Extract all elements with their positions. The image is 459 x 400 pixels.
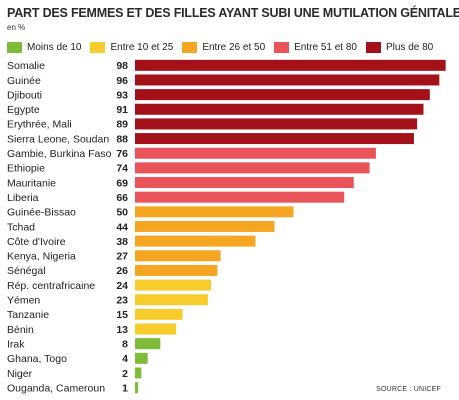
- bar: [135, 220, 275, 232]
- bar: [135, 206, 294, 218]
- bar: [135, 103, 424, 115]
- value-label: 66: [116, 192, 128, 204]
- bar: [135, 235, 256, 247]
- value-label: 23: [116, 295, 128, 307]
- value-label: 13: [116, 324, 128, 336]
- bar: [135, 294, 208, 306]
- legend-item: Entre 26 et 50: [182, 41, 266, 53]
- legend-label: Moins de 10: [27, 41, 82, 53]
- legend-label: Entre 10 et 25: [110, 41, 174, 53]
- value-label: 98: [116, 60, 128, 72]
- legend-label: Plus de 80: [385, 41, 434, 53]
- value-label: 4: [122, 353, 128, 365]
- legend-swatch: [90, 41, 106, 53]
- category-label: Tanzanie: [7, 309, 49, 321]
- category-label: Somalie: [7, 60, 45, 72]
- category-label: Sénégal: [7, 265, 46, 277]
- category-label: Rép. centrafricaine: [7, 280, 95, 292]
- source-note: SOURCE : UNICEF: [376, 386, 441, 393]
- bar: [135, 133, 414, 145]
- legend-swatch: [365, 41, 381, 53]
- bar: [135, 89, 430, 101]
- bar: [135, 118, 418, 130]
- category-label: Ghana, Togo: [7, 353, 67, 365]
- legend-item: Entre 10 et 25: [90, 41, 174, 53]
- bar: [135, 279, 212, 291]
- legend-item: Plus de 80: [365, 41, 434, 53]
- value-label: 50: [116, 207, 128, 219]
- category-label: Bénin: [7, 324, 34, 336]
- value-label: 89: [116, 119, 128, 131]
- value-label: 91: [116, 104, 128, 116]
- bar: [135, 147, 376, 159]
- value-label: 44: [116, 221, 128, 233]
- category-label: Ethiopie: [7, 163, 45, 175]
- bar: [135, 308, 183, 320]
- legend-item: Entre 51 et 80: [274, 41, 357, 53]
- bar: [135, 74, 440, 86]
- value-label: 26: [116, 265, 128, 277]
- value-label: 15: [116, 309, 128, 321]
- category-label: Gambie, Burkina Faso: [7, 148, 112, 160]
- category-label: Irak: [7, 338, 25, 350]
- chart-title: PART DES FEMMES ET DES FILLES AYANT SUBI…: [7, 6, 459, 20]
- category-label: Guinée: [7, 75, 41, 87]
- legend-swatch: [7, 41, 22, 53]
- value-label: 96: [116, 75, 128, 87]
- category-label: Sierra Leone, Soudan: [7, 133, 109, 145]
- bar: [135, 338, 161, 350]
- legend-swatch: [182, 41, 198, 53]
- category-label: Kenya, Nigeria: [7, 251, 76, 263]
- category-label: Erythrée, Mali: [7, 119, 72, 131]
- bar: [135, 59, 446, 71]
- bar: [135, 191, 345, 203]
- category-label: Côte d'Ivoire: [7, 236, 66, 248]
- category-label: Tchad: [7, 221, 35, 233]
- value-label: 93: [116, 89, 128, 101]
- legend-label: Entre 51 et 80: [294, 41, 357, 53]
- bar: [135, 367, 142, 379]
- value-label: 1: [122, 382, 128, 394]
- legend-swatch: [274, 41, 290, 53]
- value-label: 76: [116, 148, 128, 160]
- value-label: 27: [116, 251, 128, 263]
- category-label: Mauritanie: [7, 177, 56, 189]
- category-label: Niger: [7, 368, 33, 380]
- category-label: Ouganda, Cameroun: [7, 382, 105, 394]
- bar: [135, 323, 177, 335]
- value-label: 38: [116, 236, 128, 248]
- bar: [135, 264, 218, 276]
- bar: [135, 250, 221, 262]
- category-label: Guinée-Bissao: [7, 207, 76, 219]
- value-label: 8: [122, 338, 128, 350]
- bar: [135, 177, 354, 189]
- legend-item: Moins de 10: [7, 41, 82, 53]
- legend-label: Entre 26 et 50: [202, 41, 266, 53]
- category-label: Liberia: [7, 192, 39, 204]
- category-label: Egypte: [7, 104, 40, 116]
- bar: [135, 352, 148, 364]
- bar: [135, 382, 139, 394]
- category-label: Yémen: [7, 295, 40, 307]
- value-label: 69: [116, 177, 128, 189]
- category-label: Djibouti: [7, 89, 42, 101]
- unit-label: en %: [7, 23, 26, 32]
- value-label: 74: [116, 163, 128, 175]
- value-label: 2: [122, 368, 128, 380]
- bar: [135, 162, 370, 174]
- legend: Moins de 10 Entre 10 et 25 Entre 26 et 50 E…: [7, 40, 442, 54]
- value-label: 24: [116, 280, 128, 292]
- value-label: 88: [116, 133, 128, 145]
